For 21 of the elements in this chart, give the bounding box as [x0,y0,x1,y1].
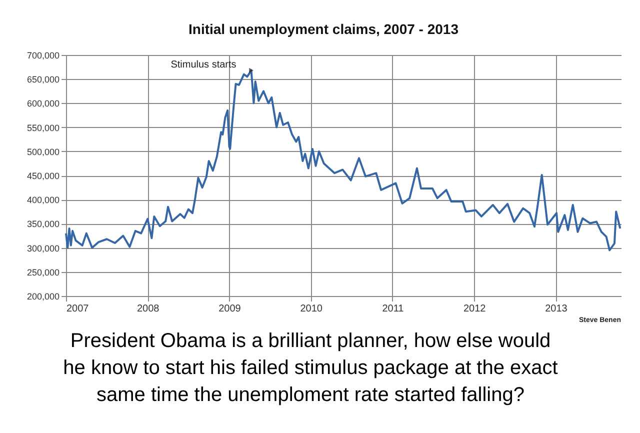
y-tick-label: 250,000 [26,267,60,278]
x-tick-label: 2011 [382,304,404,314]
x-tick-label: 2012 [463,304,486,314]
x-tick-label: 2009 [218,304,242,314]
y-tick-label: 450,000 [26,171,60,181]
y-tick-label: 500,000 [26,146,60,157]
x-tick-label: 2010 [300,304,323,314]
y-tick-label: 550,000 [26,122,60,133]
y-tick-label: 200,000 [26,292,60,302]
y-tick-label: 350,000 [26,219,60,230]
y-tick-label: 650,000 [26,74,60,85]
y-tick-label: 700,000 [26,50,60,60]
x-tick-label: 2007 [66,304,90,314]
chart-title: Initial unemployment claims, 2007 - 2013 [188,21,459,37]
y-tick-label: 300,000 [26,243,60,254]
y-tick-label: 400,000 [26,195,60,206]
text: President Obama is a brilliant planner, how else would he know to start his failed stimulus package at the exact same time the unemploment rate started falling? [63,330,558,406]
x-tick-label: 2008 [136,304,160,314]
annotation: Stimulus starts [170,59,236,70]
y-tick-label: 600,000 [26,98,60,109]
x-tick-label: 2013 [545,304,568,314]
